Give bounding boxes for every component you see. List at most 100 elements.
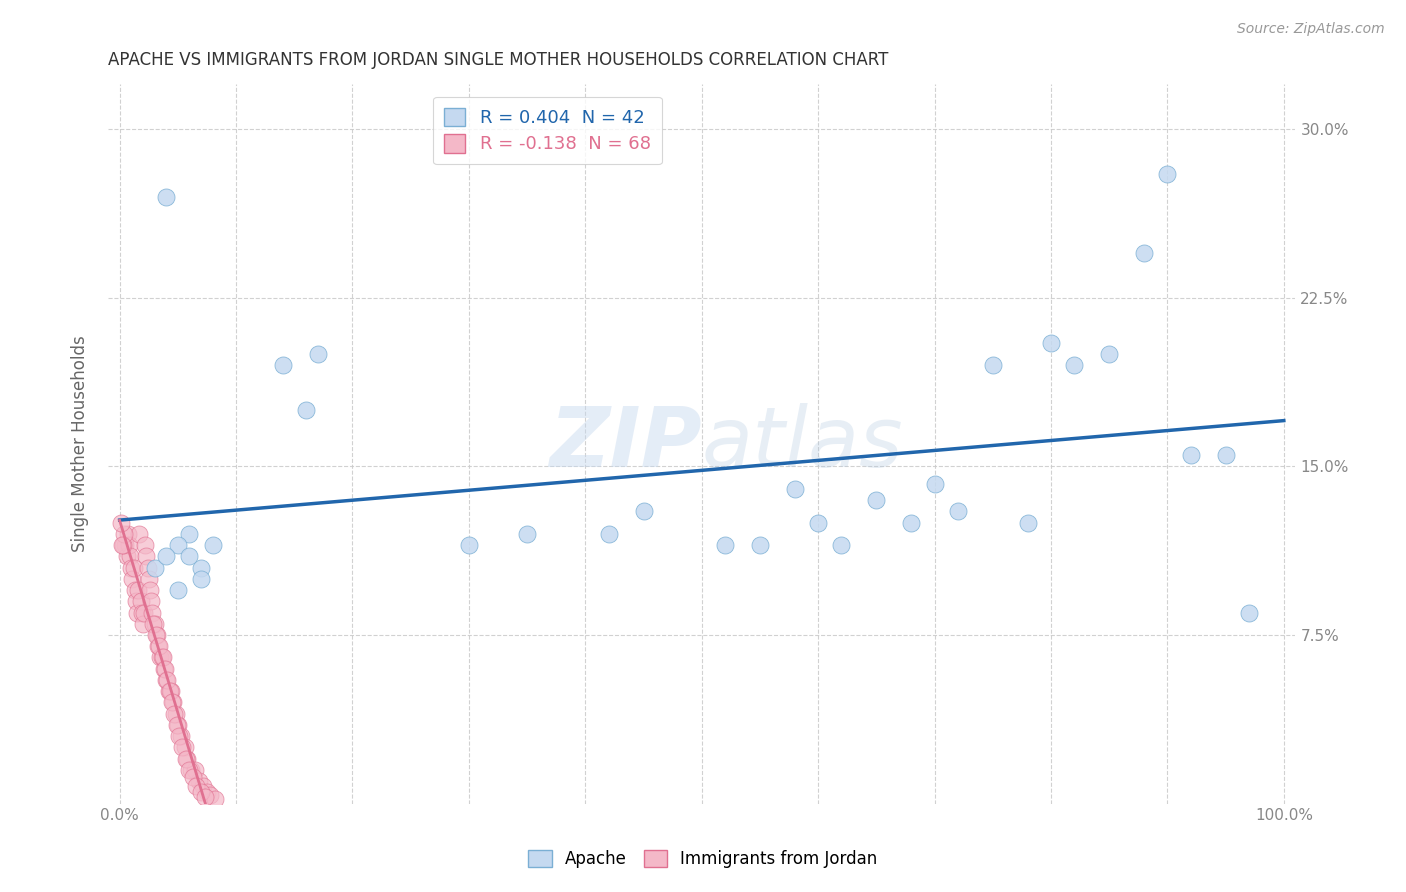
Point [146,639,169,653]
Point [121,572,143,586]
Point [179,763,201,777]
Point [128,526,150,541]
Point [179,526,201,541]
Point [143,560,166,574]
Point [112,526,135,541]
Point [166,718,188,732]
Point [145,628,167,642]
Point [110,516,132,530]
Point [1215,448,1237,462]
Point [142,616,165,631]
Point [114,538,136,552]
Point [1017,516,1039,530]
Point [1156,167,1178,181]
Point [120,560,142,574]
Point [162,695,184,709]
Point [201,538,224,552]
Point [179,549,201,564]
Point [807,516,830,530]
Y-axis label: Single Mother Households: Single Mother Households [72,335,89,552]
Point [714,538,737,552]
Point [176,752,198,766]
Point [138,572,160,586]
Point [166,582,188,597]
Point [156,673,179,687]
Point [924,477,946,491]
Point [160,684,183,698]
Point [132,606,155,620]
Point [748,538,770,552]
Point [118,538,141,552]
Point [174,752,197,766]
Point [271,358,294,372]
Point [159,684,181,698]
Point [155,549,177,564]
Point [166,718,188,732]
Point [153,662,176,676]
Point [190,785,212,799]
Point [150,650,173,665]
Text: APACHE VS IMMIGRANTS FROM JORDAN SINGLE MOTHER HOUSEHOLDS CORRELATION CHART: APACHE VS IMMIGRANTS FROM JORDAN SINGLE … [108,51,889,69]
Point [184,763,207,777]
Text: Source: ZipAtlas.com: Source: ZipAtlas.com [1237,22,1385,37]
Point [457,538,479,552]
Point [135,549,157,564]
Point [127,582,149,597]
Point [186,779,208,793]
Point [127,606,149,620]
Point [125,594,148,608]
Point [134,538,156,552]
Point [170,729,193,743]
Point [900,516,922,530]
Point [865,493,887,508]
Point [598,526,620,541]
Point [204,792,226,806]
Point [163,706,186,721]
Point [139,594,162,608]
Point [1180,448,1202,462]
Point [307,347,329,361]
Point [190,560,212,574]
Point [1098,347,1121,361]
Legend: Apache, Immigrants from Jordan: Apache, Immigrants from Jordan [522,843,884,875]
Point [155,673,177,687]
Point [112,538,135,552]
Point [1133,245,1156,260]
Point [173,740,195,755]
Point [115,549,138,564]
Point [1237,606,1260,620]
Point [172,740,194,755]
Point [516,526,538,541]
Point [136,560,159,574]
Point [160,695,183,709]
Point [181,770,204,784]
Point [1039,335,1062,350]
Point [1063,358,1085,372]
Text: ZIP: ZIP [550,403,702,484]
Point [117,526,139,541]
Point [783,482,806,496]
Point [120,549,142,564]
Point [195,785,218,799]
Point [143,616,166,631]
Point [187,774,209,789]
Point [190,572,212,586]
Point [152,650,174,665]
Point [981,358,1004,372]
Text: atlas: atlas [702,403,903,484]
Point [146,628,169,642]
Point [111,538,134,552]
Point [149,650,172,665]
Point [155,189,177,203]
Point [129,594,152,608]
Point [139,582,162,597]
Point [166,538,188,552]
Point [193,779,215,793]
Point [167,729,190,743]
Point [122,560,145,574]
Point [157,684,180,698]
Point [180,763,202,777]
Point [141,606,163,620]
Point [946,504,969,518]
Point [148,639,170,653]
